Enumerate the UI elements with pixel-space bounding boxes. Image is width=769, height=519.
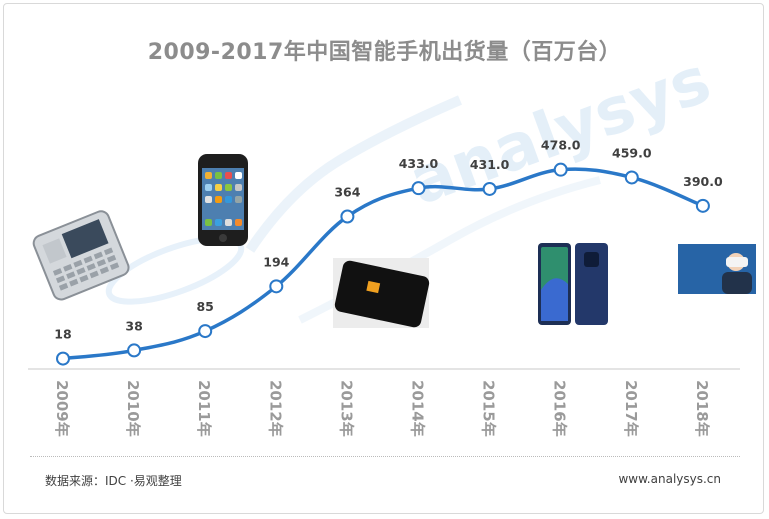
data-point bbox=[553, 162, 568, 177]
data-label: 85 bbox=[196, 299, 213, 314]
data-point bbox=[340, 209, 355, 224]
data-point bbox=[624, 170, 639, 185]
chart-title: 2009-2017年中国智能手机出货量（百万台） bbox=[147, 40, 622, 65]
data-point bbox=[269, 279, 284, 294]
data-point bbox=[127, 343, 142, 358]
data-label: 390.0 bbox=[683, 174, 723, 189]
nokia-phone-image bbox=[32, 210, 130, 301]
x-tick-label: 2016年 bbox=[551, 380, 569, 437]
data-point bbox=[198, 324, 213, 339]
iphone-image bbox=[198, 154, 248, 246]
data-label: 364 bbox=[334, 185, 360, 200]
x-tick-label: 2011年 bbox=[195, 380, 213, 437]
data-point bbox=[482, 181, 497, 196]
huawei-phone-image bbox=[538, 243, 608, 325]
data-label: 433.0 bbox=[399, 156, 439, 171]
chart-frame bbox=[3, 3, 764, 514]
x-tick-label: 2009年 bbox=[53, 380, 71, 437]
x-tick-label: 2014年 bbox=[409, 380, 427, 437]
data-label: 459.0 bbox=[612, 145, 652, 160]
series-line bbox=[61, 167, 705, 361]
x-tick-label: 2017年 bbox=[622, 380, 640, 437]
x-tick-label: 2018年 bbox=[693, 380, 711, 437]
data-label: 194 bbox=[263, 254, 289, 269]
data-point bbox=[411, 181, 426, 196]
vr-headset-image bbox=[678, 244, 756, 294]
data-label: 478.0 bbox=[541, 138, 581, 153]
data-label: 431.0 bbox=[470, 157, 510, 172]
x-tick-label: 2010年 bbox=[124, 380, 142, 437]
x-tick-label: 2013年 bbox=[337, 380, 355, 437]
data-label: 18 bbox=[54, 327, 71, 342]
data-label: 38 bbox=[125, 318, 142, 333]
footer-divider bbox=[30, 456, 740, 457]
data-source: 数据来源：IDC ·易观整理 bbox=[45, 474, 182, 488]
x-tick-label: 2015年 bbox=[480, 380, 498, 437]
x-tick-label: 2012年 bbox=[266, 380, 284, 437]
data-point bbox=[695, 198, 710, 213]
website-link[interactable]: www.analysys.cn bbox=[618, 472, 721, 486]
data-point bbox=[56, 351, 70, 366]
xiaomi-phone-image bbox=[333, 258, 430, 328]
